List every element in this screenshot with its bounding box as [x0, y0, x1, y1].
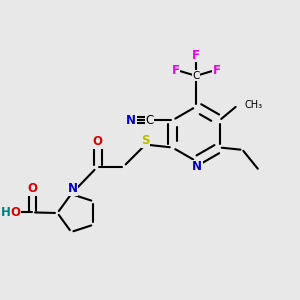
Text: C: C [146, 114, 154, 127]
Text: F: F [172, 64, 179, 77]
Text: N: N [126, 114, 136, 127]
Text: H: H [1, 206, 10, 219]
Text: O: O [28, 182, 38, 195]
Text: F: F [213, 64, 220, 77]
Text: C: C [192, 71, 200, 81]
Text: CH₃: CH₃ [244, 100, 263, 110]
Text: N: N [68, 182, 77, 195]
Text: O: O [10, 206, 20, 219]
Text: F: F [192, 49, 200, 62]
Text: O: O [93, 135, 103, 148]
Text: S: S [141, 134, 150, 147]
Text: N: N [192, 160, 202, 173]
